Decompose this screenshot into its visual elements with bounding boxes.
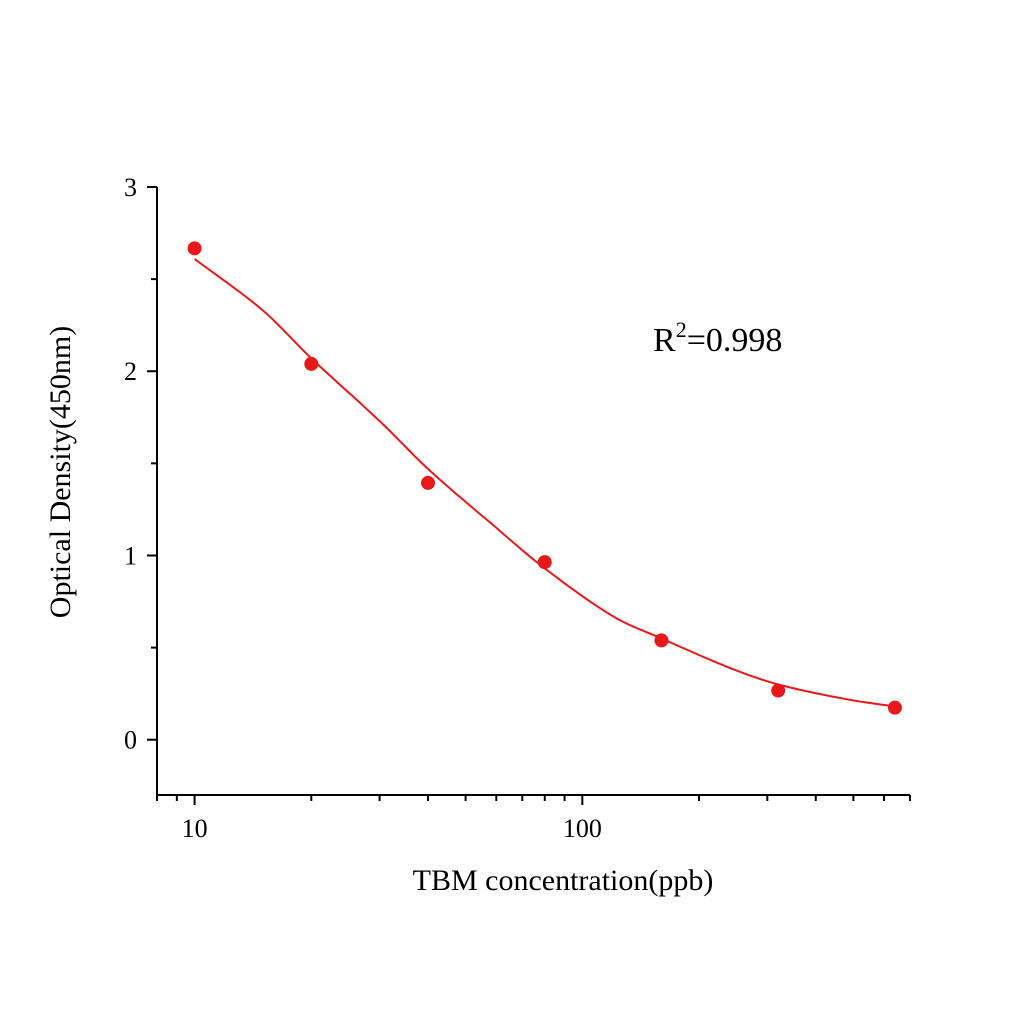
data-point xyxy=(771,683,786,698)
data-points xyxy=(187,241,902,715)
data-point xyxy=(187,241,202,256)
axes xyxy=(147,186,911,805)
data-point xyxy=(304,356,319,371)
data-point xyxy=(421,475,436,490)
x-tick-label: 100 xyxy=(563,814,602,843)
y-tick-label: 0 xyxy=(124,726,137,755)
y-tick-label: 1 xyxy=(124,541,137,570)
data-point xyxy=(887,700,902,715)
y-axis-label: Optical Density(450nm) xyxy=(44,326,77,618)
fit-curve xyxy=(194,258,896,708)
tick-labels: 0 1 2 3 10 100 xyxy=(124,173,602,843)
y-tick-label: 3 xyxy=(124,173,137,202)
data-point xyxy=(654,633,669,648)
x-axis-label: TBM concentration(ppb) xyxy=(413,864,714,897)
x-tick-label: 10 xyxy=(182,814,208,843)
y-tick-label: 2 xyxy=(124,357,137,386)
r-squared-annotation: R2=0.998 xyxy=(653,317,782,359)
data-point xyxy=(537,555,552,570)
